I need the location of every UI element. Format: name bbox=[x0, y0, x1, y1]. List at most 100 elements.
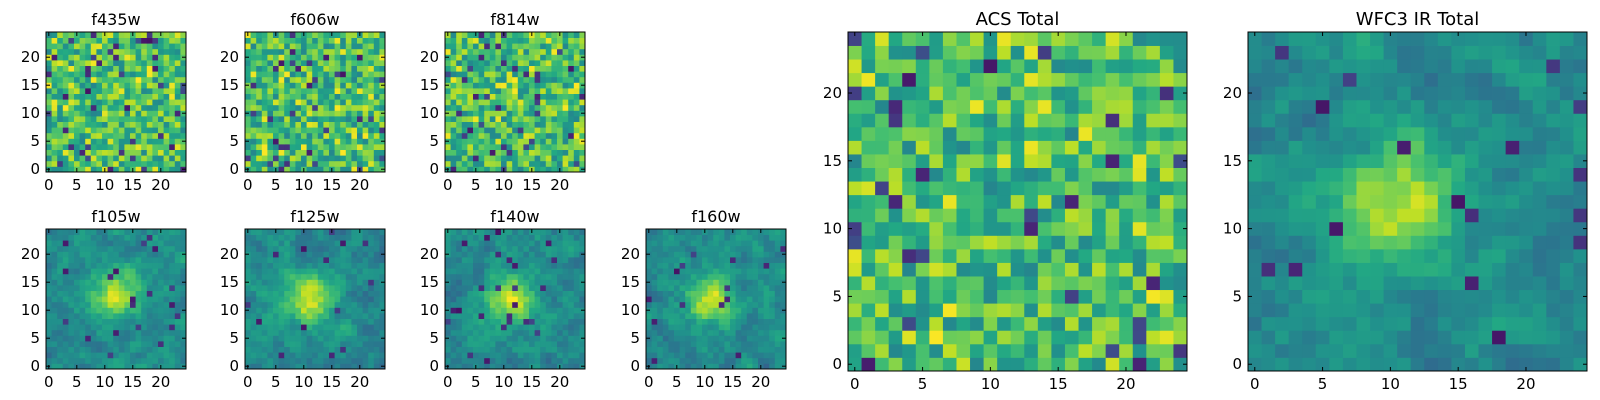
heatmap-cell bbox=[379, 93, 386, 100]
heatmap-cell bbox=[780, 285, 787, 291]
heatmap-cell bbox=[489, 251, 496, 258]
heatmap-cell bbox=[461, 132, 468, 139]
heatmap-cell bbox=[113, 257, 120, 263]
heatmap-cell bbox=[323, 88, 330, 94]
heatmap-cell bbox=[312, 357, 319, 364]
heatmap-cell bbox=[169, 307, 176, 314]
heatmap-cell bbox=[267, 37, 274, 44]
heatmap-cell bbox=[373, 324, 380, 331]
heatmap-cell bbox=[68, 160, 75, 167]
heatmap-cell bbox=[545, 229, 552, 235]
heatmap-cell bbox=[713, 273, 720, 280]
heatmap-cell bbox=[461, 48, 468, 55]
heatmap-cell bbox=[657, 363, 664, 370]
heatmap-cell bbox=[261, 352, 268, 359]
heatmap-cell bbox=[79, 268, 86, 275]
heatmap-cell bbox=[124, 82, 131, 89]
heatmap-cell bbox=[450, 76, 457, 83]
heatmap-cell bbox=[501, 273, 507, 280]
heatmap-cell bbox=[568, 240, 575, 247]
heatmap-cell bbox=[929, 235, 944, 250]
heatmap-cell bbox=[180, 37, 187, 44]
heatmap-cell bbox=[467, 160, 474, 167]
heatmap-cell bbox=[512, 93, 519, 100]
heatmap-cell bbox=[1119, 276, 1134, 291]
heatmap-cell bbox=[90, 93, 97, 100]
heatmap-cell bbox=[529, 279, 535, 286]
heatmap-cell bbox=[534, 43, 541, 50]
heatmap-cell bbox=[1092, 357, 1107, 372]
heatmap-cell bbox=[362, 301, 369, 308]
heatmap-cell bbox=[769, 245, 776, 252]
heatmap-cell bbox=[956, 262, 971, 277]
heatmap-cell bbox=[368, 60, 375, 66]
heatmap-cell bbox=[461, 329, 468, 336]
heatmap-cell bbox=[467, 341, 474, 347]
heatmap-cell bbox=[152, 138, 159, 145]
heatmap-cell bbox=[861, 248, 876, 263]
heatmap-cell bbox=[707, 257, 714, 263]
heatmap-cell bbox=[545, 99, 552, 106]
heatmap-cell bbox=[141, 127, 148, 134]
heatmap-cell bbox=[495, 279, 502, 286]
heatmap-cell bbox=[724, 313, 731, 319]
heatmap-cell bbox=[540, 60, 547, 66]
heatmap-cell bbox=[102, 54, 108, 61]
heatmap-cell bbox=[124, 296, 131, 303]
heatmap-cell bbox=[461, 76, 468, 83]
heatmap-cell bbox=[573, 324, 580, 331]
heatmap-cell bbox=[568, 71, 575, 78]
heatmap-cell bbox=[158, 110, 164, 117]
heatmap-cell bbox=[124, 166, 131, 173]
heatmap-cell bbox=[130, 313, 136, 319]
heatmap-cell bbox=[545, 71, 552, 78]
heatmap-cell bbox=[523, 104, 530, 111]
heatmap-cell bbox=[295, 329, 302, 336]
heatmap-cell bbox=[450, 160, 457, 167]
heatmap-cell bbox=[690, 346, 697, 353]
heatmap-cell bbox=[718, 318, 725, 325]
heatmap-cell bbox=[180, 155, 187, 162]
heatmap-cell bbox=[1051, 181, 1066, 196]
heatmap-cell bbox=[158, 65, 164, 72]
heatmap-cell bbox=[1064, 343, 1079, 358]
heatmap-cell bbox=[373, 279, 380, 286]
heatmap-cell bbox=[724, 363, 731, 370]
heatmap-cell bbox=[752, 357, 759, 364]
heatmap-cell bbox=[774, 324, 781, 331]
heatmap-cell bbox=[861, 167, 876, 182]
heatmap-cell bbox=[1024, 208, 1039, 223]
heatmap-cell bbox=[152, 363, 159, 370]
heatmap-cell bbox=[74, 257, 80, 263]
heatmap-cell bbox=[146, 160, 153, 167]
heatmap-cell bbox=[534, 285, 541, 291]
heatmap-cell bbox=[124, 324, 131, 331]
heatmap-cell bbox=[329, 318, 335, 325]
heatmap-cell bbox=[478, 166, 485, 173]
heatmap-cell bbox=[983, 316, 998, 331]
heatmap-cell bbox=[74, 48, 80, 55]
heatmap-cell bbox=[467, 121, 474, 128]
heatmap-cell bbox=[545, 82, 552, 89]
heatmap-cell bbox=[668, 352, 675, 359]
heatmap-cell bbox=[461, 127, 468, 134]
heatmap-cell bbox=[942, 221, 957, 236]
heatmap-cell bbox=[970, 289, 984, 304]
heatmap-cell bbox=[130, 341, 136, 347]
heatmap-cell bbox=[769, 352, 776, 359]
heatmap-cell bbox=[668, 363, 675, 370]
heatmap-cell bbox=[970, 330, 984, 345]
heatmap-cell bbox=[707, 341, 714, 347]
heatmap-cell bbox=[970, 357, 984, 372]
heatmap-cell bbox=[540, 285, 547, 291]
heatmap-cell bbox=[130, 104, 136, 111]
heatmap-cell bbox=[450, 251, 457, 258]
heatmap-cell bbox=[467, 104, 474, 111]
heatmap-cell bbox=[289, 229, 296, 235]
heatmap-cell bbox=[489, 54, 496, 61]
heatmap-cell bbox=[113, 290, 120, 297]
heatmap-cell bbox=[301, 48, 307, 55]
heatmap-cell bbox=[267, 285, 274, 291]
heatmap-cell bbox=[351, 240, 358, 247]
